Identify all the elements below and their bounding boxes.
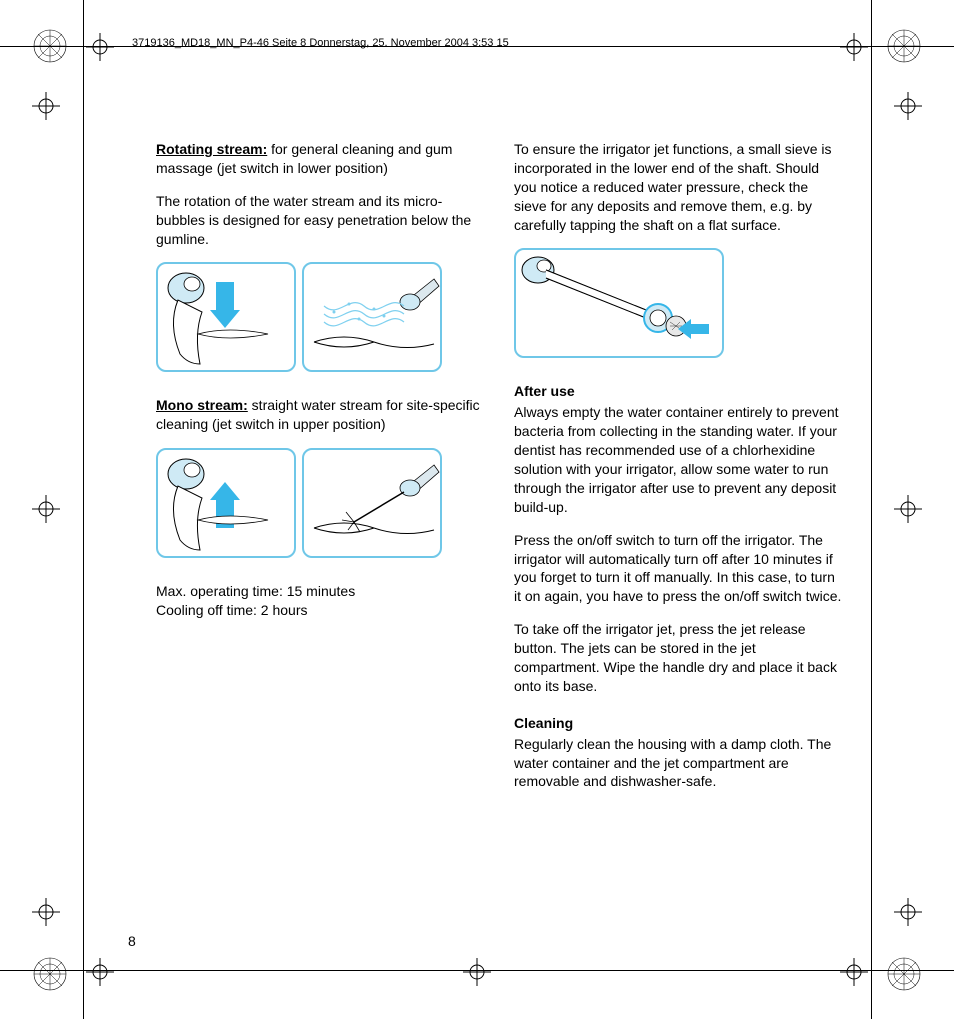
figure-panel <box>156 262 296 372</box>
registration-mark-icon <box>32 28 68 64</box>
sieve-figure <box>514 248 844 358</box>
rotating-stream-figure <box>156 262 486 372</box>
right-column: To ensure the irrigator jet functions, a… <box>514 140 844 805</box>
cleaning-heading: Cleaning <box>514 714 844 733</box>
registration-target-icon <box>840 958 868 986</box>
registration-target-icon <box>86 33 114 61</box>
document-header: 3719136_MD18_MN_P4-46 Seite 8 Donnerstag… <box>132 36 509 51</box>
page-content: Rotating stream: for general cleaning an… <box>156 140 844 805</box>
rotating-stream-para2: The rotation of the water stream and its… <box>156 192 486 249</box>
sieve-para: To ensure the irrigator jet functions, a… <box>514 140 844 234</box>
crop-line-left <box>83 0 84 1019</box>
figure-panel <box>302 448 442 558</box>
registration-target-icon <box>894 495 922 523</box>
after-use-p2: Press the on/off switch to turn off the … <box>514 531 844 607</box>
rotating-stream-para: Rotating stream: for general cleaning an… <box>156 140 486 178</box>
registration-target-icon <box>463 958 491 986</box>
after-use-p3: To take off the irrigator jet, press the… <box>514 620 844 696</box>
figure-panel <box>302 262 442 372</box>
registration-target-icon <box>894 92 922 120</box>
crop-line-right <box>871 0 872 1019</box>
registration-target-icon <box>32 92 60 120</box>
timing-line2: Cooling off time: 2 hours <box>156 601 486 620</box>
registration-target-icon <box>86 958 114 986</box>
rotating-stream-label: Rotating stream: <box>156 141 267 157</box>
registration-target-icon <box>894 898 922 926</box>
registration-target-icon <box>32 495 60 523</box>
registration-target-icon <box>840 33 868 61</box>
page-number: 8 <box>128 932 136 951</box>
timing-line1: Max. operating time: 15 minutes <box>156 582 486 601</box>
after-use-heading: After use <box>514 382 844 401</box>
after-use-p1: Always empty the water container entirel… <box>514 403 844 516</box>
registration-mark-icon <box>886 956 922 992</box>
left-column: Rotating stream: for general cleaning an… <box>156 140 486 805</box>
registration-mark-icon <box>32 956 68 992</box>
mono-stream-label: Mono stream: <box>156 397 248 413</box>
figure-panel <box>156 448 296 558</box>
cleaning-p1: Regularly clean the housing with a damp … <box>514 735 844 792</box>
figure-panel <box>514 248 724 358</box>
mono-stream-para: Mono stream: straight water stream for s… <box>156 396 486 434</box>
registration-target-icon <box>32 898 60 926</box>
registration-mark-icon <box>886 28 922 64</box>
mono-stream-figure <box>156 448 486 558</box>
